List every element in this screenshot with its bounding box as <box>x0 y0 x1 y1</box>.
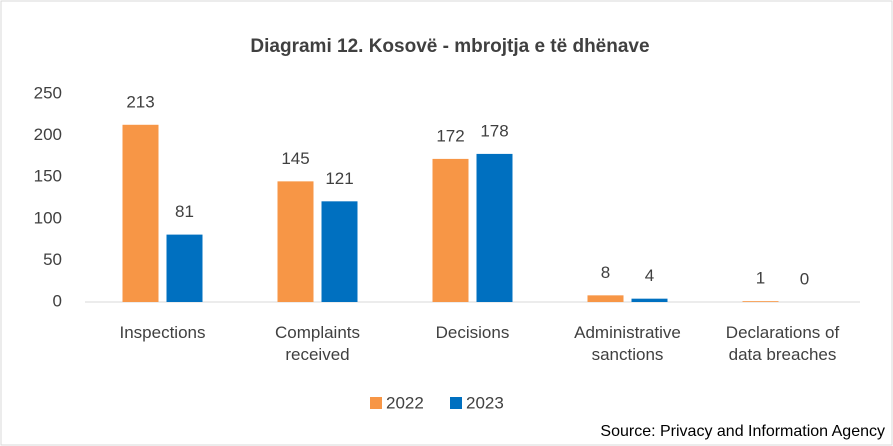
data-label: 213 <box>126 92 154 111</box>
legend-label: 2023 <box>466 393 504 412</box>
y-tick-label: 50 <box>43 250 62 269</box>
y-tick-label: 100 <box>34 208 62 227</box>
bar <box>432 158 469 302</box>
data-label: 0 <box>800 269 809 288</box>
legend-swatch <box>370 397 382 409</box>
bar <box>277 181 314 302</box>
chart-title: Diagrami 12. Kosovë - mbrojtja e të dhën… <box>250 36 649 57</box>
y-tick-label: 200 <box>34 125 62 144</box>
x-tick-label: Complaints received <box>274 323 361 364</box>
x-tick-label: Inspections <box>119 323 206 342</box>
data-label: 145 <box>281 149 309 168</box>
data-label: 4 <box>645 266 654 285</box>
source: Source: Privacy and Information Agency <box>600 423 885 440</box>
data-label: 172 <box>436 126 464 145</box>
bar <box>321 201 358 302</box>
data-label: 81 <box>175 202 194 221</box>
data-label: 1 <box>756 269 765 288</box>
bar <box>166 234 203 302</box>
bar <box>742 301 779 302</box>
y-tick-label: 150 <box>34 167 62 186</box>
y-tick-label: 250 <box>34 83 62 102</box>
data-label: 8 <box>601 263 610 282</box>
legend-swatch <box>450 397 462 409</box>
bar <box>122 124 159 302</box>
data-label: 121 <box>325 169 353 188</box>
bar <box>476 153 513 302</box>
bar <box>587 295 624 302</box>
data-label: 178 <box>480 121 508 140</box>
bar <box>631 298 668 302</box>
x-tick-label: Declarations of data breaches <box>725 323 840 364</box>
legend-label: 2022 <box>386 393 424 412</box>
x-tick-label: Administrative sanctions <box>574 323 681 364</box>
x-tick-label: Decisions <box>435 323 510 342</box>
y-tick-label: 0 <box>53 291 62 310</box>
